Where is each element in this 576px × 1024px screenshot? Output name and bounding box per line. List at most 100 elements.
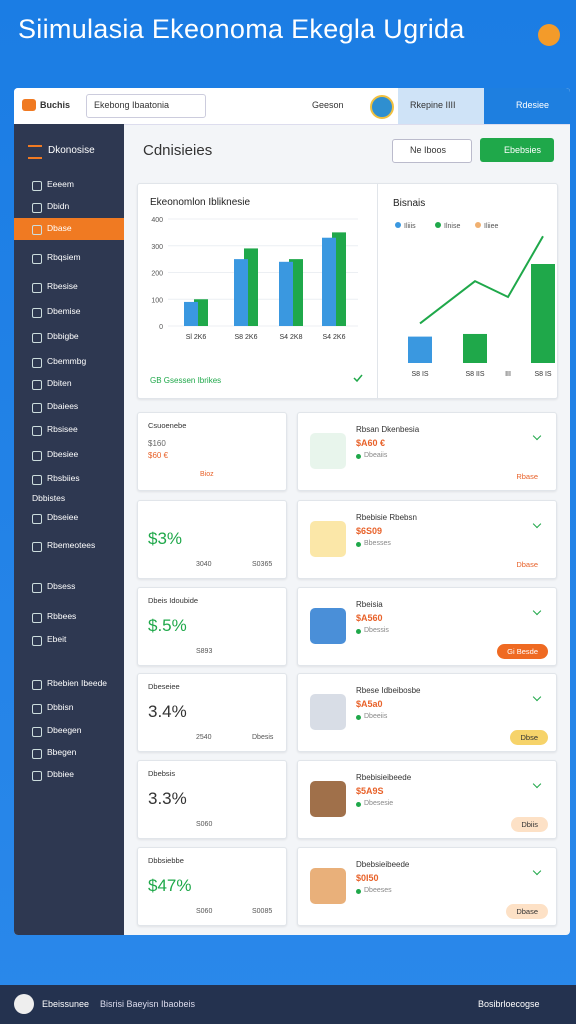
thumbnail	[310, 694, 346, 730]
card-amount: $6S09	[356, 526, 383, 536]
card-sub: Dbesesie	[364, 800, 394, 807]
sidebar-item[interactable]: Dbaiees	[47, 401, 79, 411]
search-box[interactable]	[86, 94, 206, 118]
item-icon	[32, 358, 42, 368]
item-icon	[32, 254, 42, 264]
chart-title: Bisnais	[393, 198, 425, 209]
bottom-right[interactable]: Bosibrloecogse	[478, 999, 540, 1009]
card-value: $47%	[148, 876, 192, 895]
sidebar-item[interactable]: Dbbigbe	[47, 331, 79, 341]
sidebar-item[interactable]: Dbidn	[47, 201, 70, 211]
card-tag[interactable]: Dbase	[516, 560, 538, 569]
tab-active[interactable]	[484, 88, 570, 124]
card-amount: $0I50	[356, 873, 379, 883]
bar-chart: Ekeonomlon Ibliknesie 0 100 200 300 400 Sl 2K6…	[150, 197, 363, 385]
active-item	[14, 218, 124, 240]
sidebar-item[interactable]: Bbegen	[47, 747, 77, 757]
y-tick-label: 400	[151, 217, 163, 224]
card-title: Dbebsieibeede	[356, 860, 410, 869]
legend-label: Iliiee	[484, 223, 499, 230]
item-icon	[32, 203, 42, 213]
sidebar-item[interactable]: Dbeegen	[47, 725, 82, 735]
bottom-middle: Bisrisi Baeyisn Ibaobeis	[100, 999, 196, 1009]
sidebar-item[interactable]: Ebeit	[47, 634, 67, 644]
y-tick-label: 100	[151, 297, 163, 304]
item-card[interactable]: Dbebsieibeede $0I50 Dbeeses Dbase	[297, 847, 557, 926]
thumbnail	[310, 781, 346, 817]
sidebar-item[interactable]: Eeeem	[47, 179, 74, 189]
button[interactable]	[480, 138, 554, 162]
sidebar-item[interactable]: Rbsisee	[47, 424, 78, 434]
card-tag[interactable]: Dbse	[510, 730, 548, 745]
sidebar-item[interactable]: Dbase	[47, 223, 72, 233]
sidebar-item[interactable]: Dbbistes	[32, 493, 66, 503]
sidebar-item[interactable]: Rbesise	[47, 281, 78, 291]
user-name[interactable]: Geeson	[312, 100, 344, 110]
card-value: $3%	[148, 529, 183, 548]
card-tag[interactable]: Dbase	[506, 904, 548, 919]
sidebar-item[interactable]: Rbsbiies	[47, 473, 80, 483]
item-icon	[32, 380, 42, 390]
stat-card: Dbbsiebbe $47% S060 S0085	[137, 847, 287, 926]
card-value: $160	[148, 439, 166, 448]
logo	[22, 99, 36, 111]
item-icon	[32, 680, 42, 690]
card-foot: 2540	[196, 734, 212, 741]
avatar[interactable]	[370, 95, 394, 119]
card-tag[interactable]: Rbase	[516, 472, 538, 481]
card-title: Rbese Idbeibosbe	[356, 686, 421, 695]
item-card[interactable]: Rbsan Dkenbesia $A60 € Dbeaiis Rbase	[297, 412, 557, 491]
sidebar-item[interactable]: Dbiten	[47, 378, 72, 388]
tab-label: Rkepine IIII	[410, 100, 456, 110]
item-card[interactable]: Rbebisieibeede $5A9S Dbesesie Dbiis	[297, 760, 557, 839]
sidebar-item[interactable]: Dbseiee	[47, 512, 79, 522]
sidebar-item[interactable]: Rbemeotees	[47, 540, 96, 550]
sidebar-item[interactable]: Rbqsiem	[47, 252, 81, 262]
filter[interactable]	[392, 139, 472, 163]
bar	[279, 261, 293, 326]
sidebar-item[interactable]: Dbesiee	[47, 449, 79, 459]
item-icon	[32, 613, 42, 623]
card-tag[interactable]: Gi Besde	[497, 644, 548, 659]
card-title: Rbsan Dkenbesia	[356, 425, 420, 434]
item-card[interactable]: Rbebisie Rbebsn $6S09 Bbesses Dbase	[297, 500, 557, 579]
card-title: Rbeisia	[356, 600, 383, 609]
sidebar-item[interactable]: Dbsess	[47, 581, 76, 591]
brand: Buchis	[40, 100, 71, 110]
thumbnail	[310, 521, 346, 557]
sidebar-item[interactable]: Rbbees	[47, 611, 77, 621]
item-icon	[32, 225, 42, 235]
card-amount: $A5a0	[356, 699, 383, 709]
thumbnail	[310, 433, 346, 469]
bar	[184, 301, 198, 326]
tab[interactable]	[398, 88, 484, 124]
card-foot: Dbesis	[252, 734, 274, 741]
card-title: Rbebisie Rbebsn	[356, 513, 417, 522]
status-dot	[356, 802, 361, 807]
card-title: Dbeis Idoubide	[148, 596, 199, 605]
card-title: Dbeseiee	[148, 682, 180, 691]
chart-card: Ekeonomlon Ibliknesie 0 100 200 300 400 Sl 2K6…	[137, 183, 558, 399]
item-icon	[32, 749, 42, 759]
card-foot: S060	[196, 821, 213, 828]
item-card[interactable]: Rbese Idbeibosbe $A5a0 Dbeeiis Dbse	[297, 673, 557, 752]
item-card[interactable]: Rbeisia $A560 Dbessis Gi Besde	[297, 587, 557, 666]
chevron	[532, 519, 542, 529]
topbar: Buchis Ekebong Ibaatonia Geeson Rkepine …	[14, 88, 570, 125]
card-tag[interactable]: Dbiis	[511, 817, 548, 832]
card-foot: S0365	[252, 561, 273, 568]
sidebar-item[interactable]: Dbemise	[47, 306, 81, 316]
card-sub: Dbessis	[364, 627, 389, 634]
item-icon	[32, 308, 42, 318]
menu-icon[interactable]	[28, 145, 42, 159]
sidebar-item[interactable]: Dbbiee	[47, 769, 74, 779]
x-tick-label: S8 IIS	[465, 371, 484, 378]
button-label: Ebebsies	[504, 145, 542, 155]
card-foot: Bioz	[200, 471, 214, 478]
sidebar-item[interactable]: Cbemmbg	[47, 356, 87, 366]
stat-card: Csuoenebe $160 $60 € Bioz	[137, 412, 287, 491]
search-text: Ekebong Ibaatonia	[94, 100, 170, 110]
sidebar-item[interactable]: Dbbisn	[47, 702, 74, 712]
card-sub: Dbeaiis	[364, 452, 388, 459]
sidebar-item[interactable]: Rbebien Ibeede	[47, 678, 108, 688]
